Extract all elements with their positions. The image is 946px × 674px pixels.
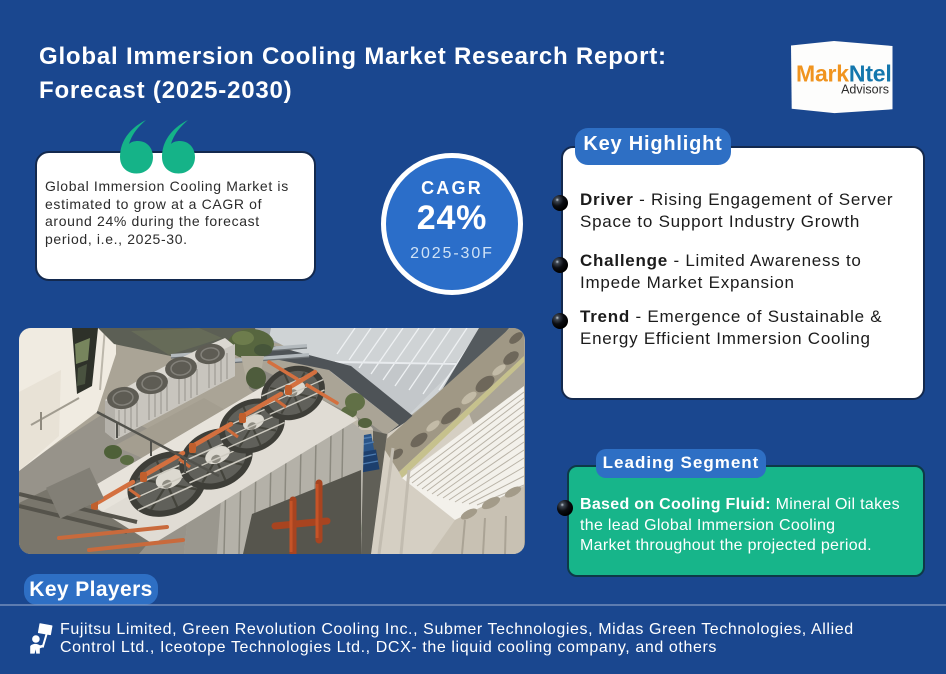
svg-text:MarkNtel: MarkNtel	[796, 61, 892, 87]
svg-text:Advisors: Advisors	[841, 83, 889, 97]
